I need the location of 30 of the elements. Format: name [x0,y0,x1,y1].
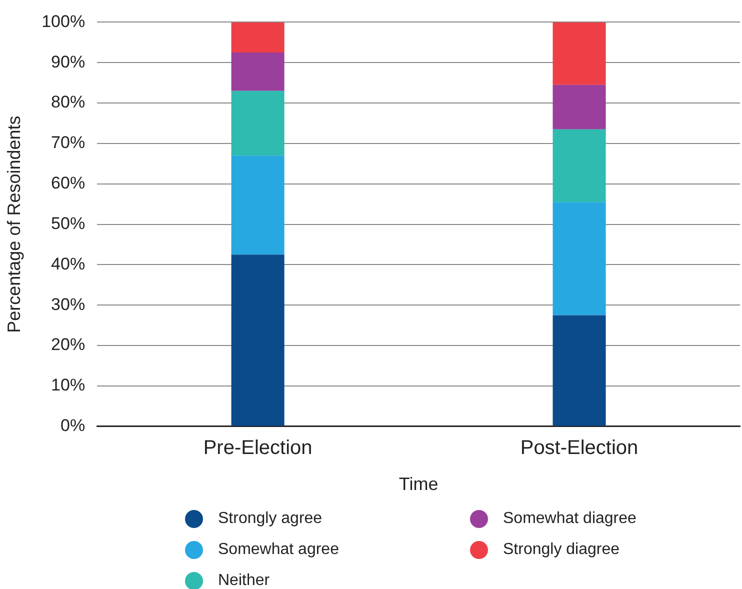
y-tick-label: 70% [51,133,86,152]
bar [231,90,284,156]
y-tick-label: 10% [51,376,86,395]
y-tick-label: 90% [51,52,86,72]
bar [552,129,606,202]
legend-label: Somewhat diagree [503,510,636,528]
y-tick-label: 80% [51,92,86,112]
y-tick-label: 20% [51,335,86,354]
legend-label: Strongly diagree [503,540,620,558]
y-tick-label: 40% [51,254,86,274]
x-axis-title: Time [398,474,438,494]
y-tick-label: 50% [51,214,86,233]
bar [552,202,606,316]
legend-label: Somewhat agree [218,540,339,558]
y-tick-label: 30% [51,294,86,314]
y-tick-label: 60% [51,174,86,193]
bar [552,84,606,130]
bar [552,22,606,85]
y-tick-label: 0% [60,416,86,436]
bar [231,156,284,255]
bar [231,52,284,91]
x-tick-label: Pre-Election [203,436,312,459]
bar [552,315,606,426]
legend-label: Strongly agree [218,510,322,528]
x-tick-label: Post-Election [520,436,638,459]
y-axis-title: Percentage of Resoindents [4,116,24,333]
bar [231,254,284,426]
legend-label: Neither [218,572,270,589]
y-tick-label: 100% [42,12,86,31]
bar [231,22,284,53]
